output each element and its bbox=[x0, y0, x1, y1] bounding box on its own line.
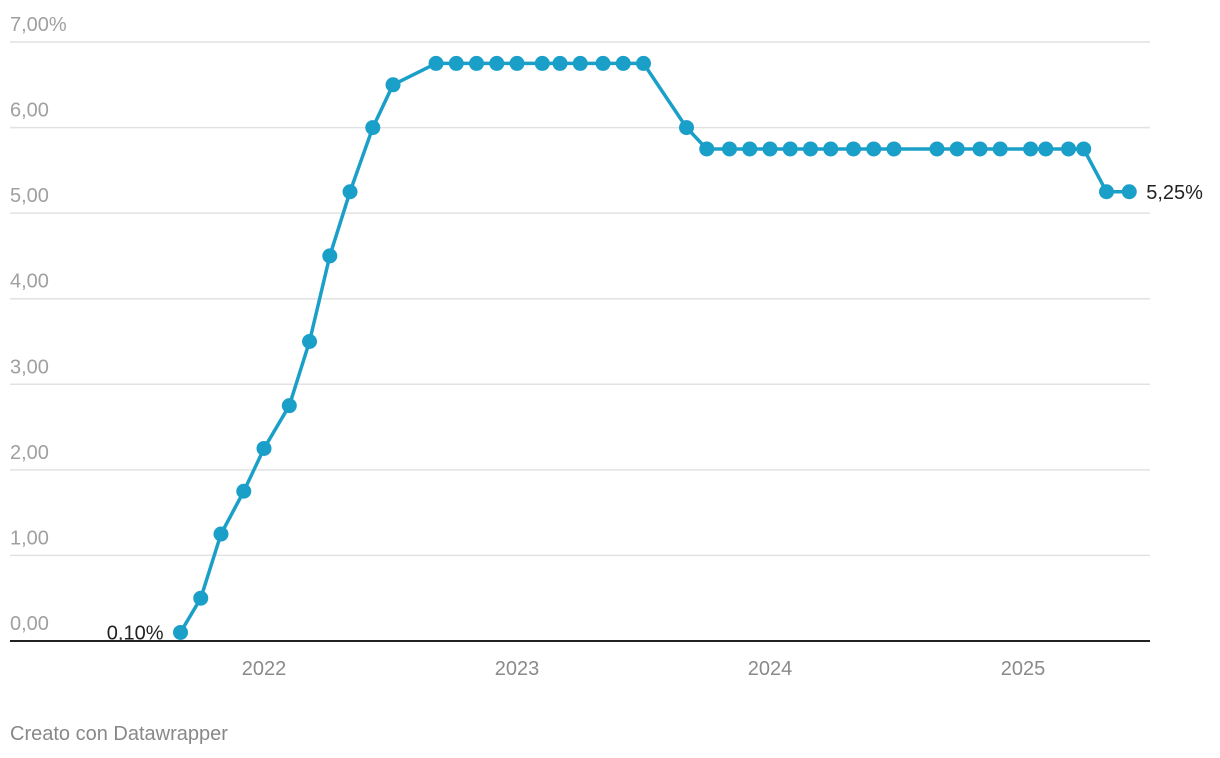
data-point bbox=[679, 120, 695, 136]
data-point bbox=[823, 141, 839, 157]
data-point bbox=[469, 55, 485, 71]
y-axis-tick-labels: 0,00 1,00 2,00 3,00 4,00 5,00 6,00 7,00% bbox=[10, 14, 67, 635]
credit-text: Creato con Datawrapper bbox=[10, 723, 228, 745]
x-tick-label: 2022 bbox=[242, 658, 287, 680]
y-tick-label: 7,00% bbox=[10, 14, 67, 36]
data-point bbox=[886, 141, 902, 157]
data-point bbox=[845, 141, 861, 157]
line-chart: 0,001,002,003,004,005,006,007,00% 2022 20… bbox=[10, 14, 1203, 680]
data-point bbox=[572, 55, 588, 71]
y-tick-label: 2,00 bbox=[10, 442, 49, 464]
data-point bbox=[742, 141, 758, 157]
data-point bbox=[615, 55, 631, 71]
data-point bbox=[173, 624, 189, 640]
data-point bbox=[762, 141, 778, 157]
data-point bbox=[866, 141, 882, 157]
data-point bbox=[193, 590, 209, 606]
data-point bbox=[636, 55, 651, 71]
data-point bbox=[552, 55, 568, 71]
y-gridlines bbox=[10, 41, 1150, 557]
data-point bbox=[489, 55, 505, 71]
y-tick-label: 0,00 bbox=[10, 613, 49, 635]
data-point bbox=[1023, 141, 1039, 157]
data-point bbox=[281, 398, 297, 414]
data-point bbox=[428, 55, 444, 71]
data-point bbox=[1076, 141, 1092, 157]
data-point bbox=[722, 141, 738, 157]
data-point bbox=[448, 55, 464, 71]
data-point bbox=[385, 77, 401, 93]
data-point bbox=[534, 55, 550, 71]
y-tick-label: 6,00 bbox=[10, 100, 49, 122]
x-tick-label: 2023 bbox=[495, 658, 540, 680]
data-point bbox=[699, 141, 715, 157]
first-value-label: 0,10% bbox=[107, 622, 164, 644]
data-point bbox=[992, 141, 1008, 157]
data-point bbox=[1121, 184, 1137, 200]
data-point bbox=[256, 440, 272, 456]
data-point bbox=[595, 55, 611, 71]
data-point bbox=[1061, 141, 1077, 157]
data-point bbox=[1038, 141, 1054, 157]
y-tick-label: 1,00 bbox=[10, 527, 49, 549]
data-points bbox=[173, 55, 1137, 640]
data-point bbox=[213, 526, 229, 542]
data-point bbox=[509, 55, 525, 71]
data-point bbox=[302, 334, 318, 349]
data-point bbox=[802, 141, 818, 157]
x-tick-label: 2025 bbox=[1001, 658, 1046, 680]
data-point bbox=[342, 184, 358, 200]
data-point bbox=[236, 483, 252, 499]
data-point bbox=[365, 120, 381, 136]
data-point bbox=[322, 248, 338, 264]
x-axis-tick-labels: 2022 2023 2024 2025 bbox=[242, 658, 1046, 680]
y-tick-label: 4,00 bbox=[10, 271, 49, 293]
data-point bbox=[972, 141, 988, 157]
y-tick-label: 5,00 bbox=[10, 185, 49, 207]
y-tick-label: 3,00 bbox=[10, 356, 49, 378]
last-value-label: 5,25% bbox=[1146, 182, 1203, 204]
data-point bbox=[1098, 184, 1114, 200]
data-point bbox=[949, 141, 965, 157]
data-point bbox=[782, 141, 798, 157]
x-tick-label: 2024 bbox=[748, 658, 793, 680]
data-point bbox=[929, 141, 945, 157]
